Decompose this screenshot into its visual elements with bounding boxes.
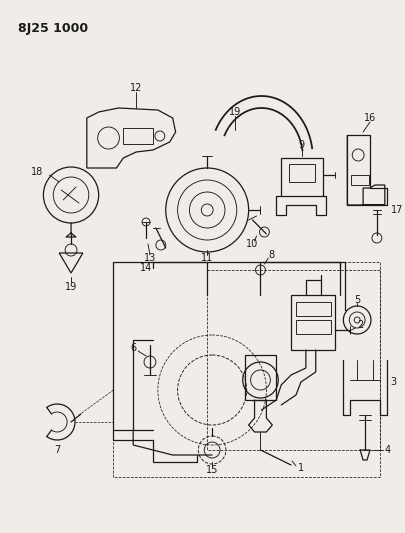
Text: 18: 18 bbox=[31, 167, 44, 177]
Text: 4: 4 bbox=[385, 445, 391, 455]
Bar bbox=[245, 355, 276, 400]
Text: 8J25 1000: 8J25 1000 bbox=[18, 22, 88, 35]
Text: 14: 14 bbox=[140, 263, 152, 273]
Bar bbox=[351, 175, 369, 185]
Text: 15: 15 bbox=[206, 465, 218, 475]
Text: 17: 17 bbox=[391, 205, 403, 215]
Text: 9: 9 bbox=[299, 140, 305, 150]
Text: 11: 11 bbox=[201, 253, 213, 263]
Bar bbox=[207, 270, 380, 450]
Text: 10: 10 bbox=[245, 239, 258, 249]
Bar bbox=[124, 128, 153, 144]
Bar bbox=[296, 320, 330, 334]
Text: 12: 12 bbox=[130, 83, 142, 93]
Text: 13: 13 bbox=[144, 253, 156, 263]
Text: 6: 6 bbox=[130, 343, 136, 353]
Bar bbox=[296, 302, 330, 316]
Text: 8: 8 bbox=[268, 250, 275, 260]
Text: 16: 16 bbox=[364, 113, 376, 123]
Text: 3: 3 bbox=[391, 377, 397, 387]
Bar bbox=[291, 295, 335, 350]
Bar bbox=[113, 262, 380, 477]
Bar bbox=[281, 158, 323, 196]
Text: 19: 19 bbox=[229, 107, 241, 117]
Bar bbox=[289, 164, 315, 182]
Text: 2: 2 bbox=[357, 320, 363, 330]
Text: 5: 5 bbox=[354, 295, 360, 305]
Text: 7: 7 bbox=[54, 445, 60, 455]
Text: 19: 19 bbox=[65, 282, 77, 292]
Text: 1: 1 bbox=[298, 463, 304, 473]
